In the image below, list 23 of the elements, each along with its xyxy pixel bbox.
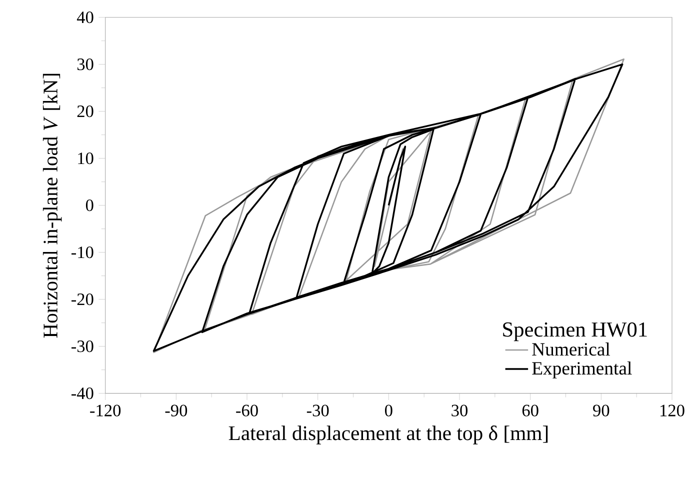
x-tick-label: 90 [593,404,610,416]
x-tick-label: -120 [90,404,121,416]
y-tick-label: -40 [72,387,94,400]
y-tick-label: -20 [72,293,94,306]
y-tick-label: 40 [76,11,94,24]
y-tick-label: -30 [72,340,94,352]
x-tick-label: 30 [452,404,468,416]
y-tick-label: 10 [78,152,94,164]
y-axis-title: Horizontal in-plane load V [kN] [42,74,62,338]
x-tick-label: -90 [165,404,188,416]
legend-label: Experimental [532,361,632,378]
x-axis-title: Lateral displacement at the top δ [mm] [228,426,548,444]
y-tick-label: 30 [77,58,94,70]
x-tick-label: 0 [385,404,392,416]
x-tick-label: 60 [522,404,538,416]
y-tick-label: 0 [86,199,94,212]
x-tick-label: -30 [306,404,329,416]
y-tick-label: -10 [72,246,94,258]
x-tick-label: 120 [660,404,684,416]
y-tick-label: 20 [77,105,94,118]
legend-title: Specimen HW01 [503,322,647,342]
legend-label: Numerical [532,342,610,356]
x-tick-label: -60 [236,404,258,416]
